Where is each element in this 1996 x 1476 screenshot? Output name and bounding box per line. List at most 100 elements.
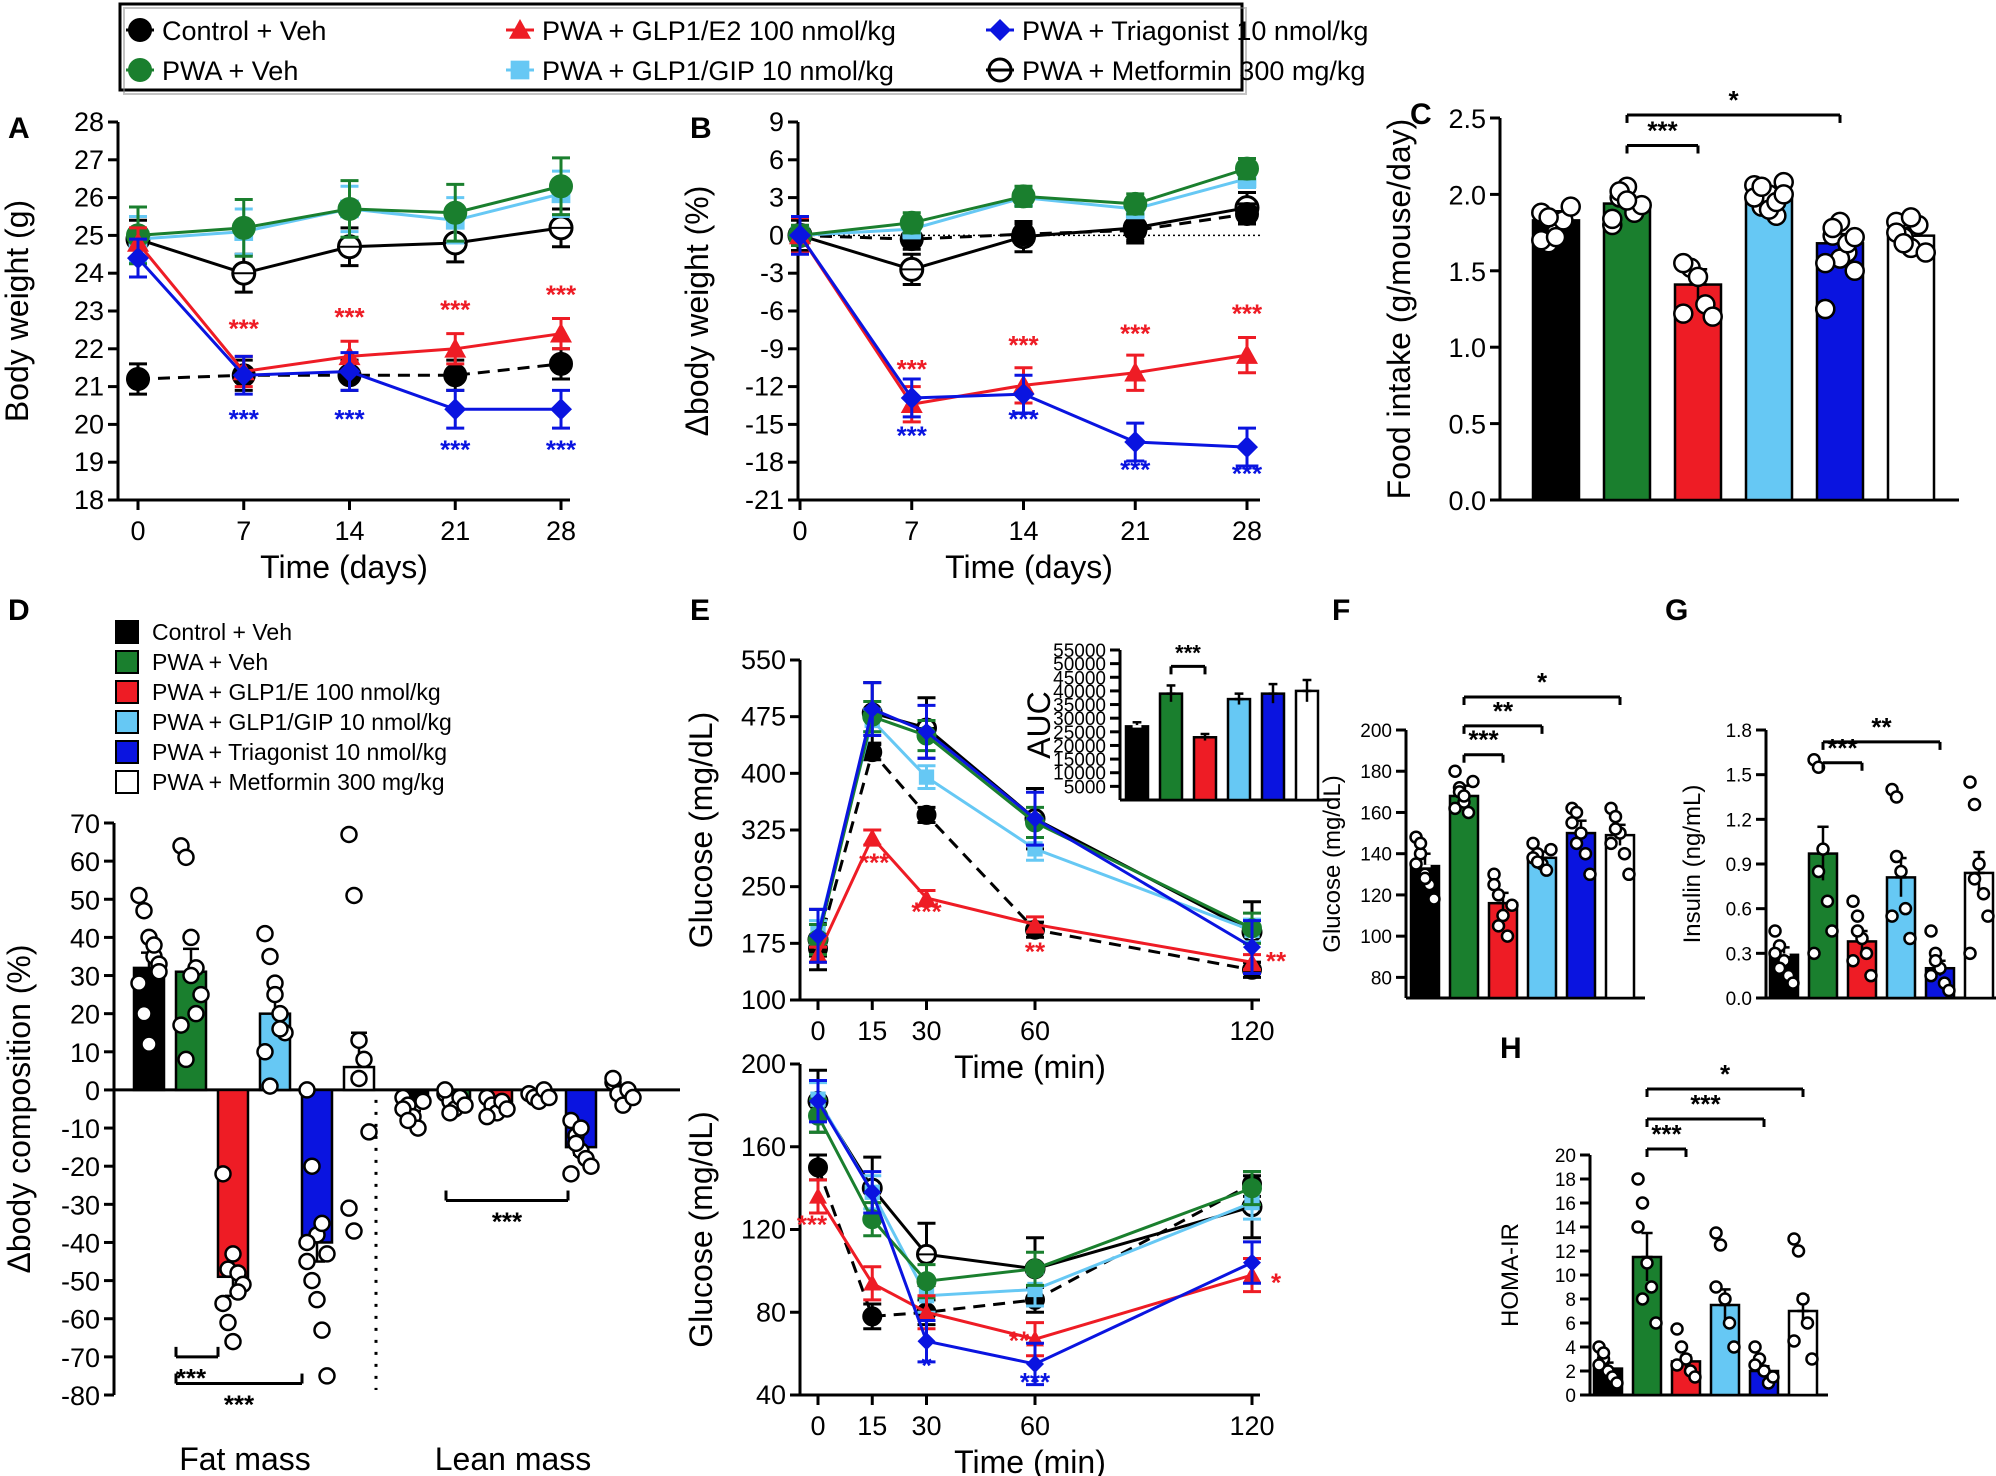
data-point [1963,775,1977,789]
data-point [1505,898,1519,912]
legend-top-label-5: PWA + Metformin 300 mg/kg [1022,56,1365,86]
y-tick-label: 325 [741,815,786,845]
lean-data-point [478,1107,496,1126]
fat-data-point [135,1004,153,1023]
lean-data-point [441,1104,459,1122]
y-tick-label: 3 [769,183,784,213]
y-tick-label: 26 [74,183,104,213]
x-tick-label: 0 [810,1411,825,1441]
y-tick-label: 20 [1555,1146,1576,1167]
x-tick-label: 120 [1229,1016,1274,1046]
bar-1 [1158,692,1184,802]
fat-data-point [318,1367,336,1385]
data-point [1491,919,1506,933]
data-point-s2-2 [917,889,936,906]
significance-star: * [1271,1268,1282,1298]
data-point-s0-0 [126,367,150,392]
data-point [1596,1346,1611,1360]
lean-data-point [540,1088,558,1107]
panel-c-food-intake: 0.0 0.5 1.0 1.5 2.0 2.5 Food intake (g/mouse/d… [1381,85,1959,516]
significance-star: *** [546,434,577,464]
fat-data-point [130,974,148,992]
fat-data-point [150,962,168,981]
data-point [1772,961,1787,975]
data-point-s1-2 [1011,184,1036,209]
comparison-label: * [1728,85,1739,115]
lean-data-point [414,1092,432,1111]
y-tick-label: 1.0 [1448,333,1486,363]
data-point [1815,298,1836,320]
fat-data-point [308,1290,326,1309]
fat-data-point [271,1020,289,1038]
fat-data-point [345,886,363,905]
fat-data-point [256,924,274,943]
data-point [1967,797,1982,812]
significance-star: *** [859,848,890,878]
legend-d-label-4: PWA + Triagonist 10 nmol/kg [152,739,447,765]
y-tick-label: 400 [741,758,786,788]
x-tick-label: 30 [911,1411,941,1441]
y-tick-label: 550 [741,645,786,675]
y-tick-label: 25000 [1053,723,1106,744]
data-point-s2-0 [809,1187,827,1204]
data-point [1787,1232,1801,1246]
y-axis-label: Insulin (ng/mL) [1679,785,1706,944]
data-point [1713,1238,1728,1252]
lean-data-point [562,1165,580,1183]
legend-d-swatch-1 [115,650,139,674]
y-tick-label: 70 [70,809,100,839]
fat-data-point [177,848,195,867]
significance-star: ** [1025,937,1046,967]
data-point [1545,226,1567,248]
y-tick-label: -20 [61,1152,100,1182]
significance-star: *** [1120,455,1151,485]
data-point [1903,931,1917,946]
y-tick-label: -21 [745,485,784,515]
y-tick-label: 2 [1565,1362,1576,1383]
y-axis-label: AUC [1021,691,1057,759]
comparison-label: ** [1493,696,1514,726]
data-point [1885,909,1899,923]
fat-data-point [214,1294,232,1313]
fat-data-point [298,1252,316,1271]
data-point [1569,836,1584,851]
y-tick-label: 45000 [1053,668,1106,689]
data-point-s5-2 [916,1243,937,1265]
y-tick-label: -50 [61,1267,100,1297]
y-axis-label: Glucose (mg/dL) [683,712,719,949]
significance-star: *** [229,313,260,343]
y-axis-label: Food intake (g/mouse/day) [1381,119,1417,500]
data-point-s4-0 [789,224,811,247]
data-point [1859,946,1874,961]
data-point [1602,208,1623,230]
significance-star: *** [1008,330,1039,360]
data-point [1924,968,1938,983]
significance-star: *** [334,302,365,332]
fat-data-point [229,1283,247,1301]
fat-data-point [340,825,358,844]
data-point-s0-0 [808,1157,828,1178]
data-point-s0-4 [1235,201,1259,226]
panel-a-body-weight: 18 19 20 21 22 23 24 25 26 27 28 0 7 14 21 28 Time (days… [0,107,577,585]
comparison-label: * [1537,667,1548,697]
data-point [1530,855,1545,869]
bar-4 [1260,692,1286,802]
data-point-s0-2 [916,804,937,825]
data-point [1409,857,1423,871]
y-tick-label: 120 [1360,886,1392,907]
fat-data-point [214,1165,232,1183]
data-point [1787,1334,1801,1348]
bar-2 [1192,736,1218,802]
y-tick-label: 14 [1555,1218,1577,1239]
bar-3 [1526,856,1558,1000]
y-tick-label: 200 [1360,721,1392,742]
y-tick-label: 180 [1360,762,1392,783]
data-point [1413,836,1428,851]
legend-d-label-3: PWA + GLP1/GIP 10 nmol/kg [152,709,452,735]
data-point [1791,1244,1806,1258]
data-point-s4-2 [917,1332,936,1351]
data-point [1972,857,1986,871]
y-tick-label: 80 [756,1297,786,1327]
significance-star: *** [546,279,577,309]
